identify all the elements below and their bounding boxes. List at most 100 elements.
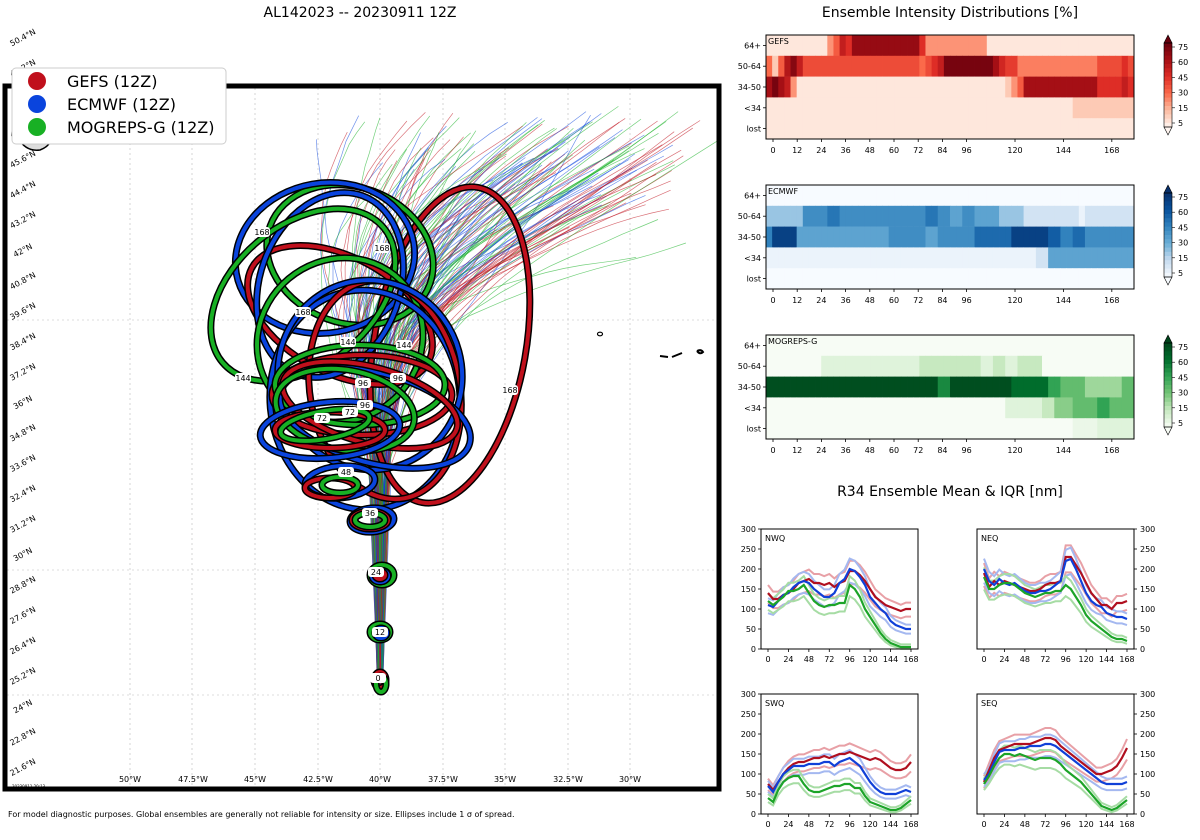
lat-tick-label: 24°N: [12, 698, 34, 715]
heatmap-cell: [864, 97, 871, 119]
heatmap-cell: [1029, 76, 1037, 98]
heatmap-cell: [1017, 55, 1024, 77]
heatmap-cell: [796, 55, 804, 77]
heatmap-cell: [766, 55, 773, 77]
heatmap-cell: [986, 118, 994, 140]
heatmap-cell: [808, 185, 816, 207]
heatmap-cell: [833, 185, 840, 207]
heatmap-cell: [815, 247, 822, 269]
heatmap-cell: [943, 226, 951, 248]
heatmap-cell: [1091, 205, 1098, 227]
heatmap-cell: [900, 55, 908, 77]
heatmap-cell: [937, 335, 945, 357]
lat-tick-label: 45.6°N: [8, 149, 37, 170]
colorbar-tick-label: 60: [1178, 358, 1188, 367]
heatmap-cell: [937, 118, 945, 140]
heatmap-cell: [956, 418, 963, 440]
heatmap-cell: [1121, 118, 1129, 140]
heatmap-cell: [956, 247, 963, 269]
heatmap-cell: [802, 55, 810, 77]
heatmap-cell: [858, 205, 865, 227]
heatmap-cell: [950, 55, 957, 77]
heatmap-cell: [1054, 97, 1061, 119]
heatmap-cell: [937, 55, 945, 77]
heatmap-cell: [907, 355, 914, 377]
heatmap-cell: [772, 205, 779, 227]
r34-iqr-lower-line: [983, 755, 1128, 792]
heatmap-cell: [766, 205, 773, 227]
heatmap-cell: [1072, 268, 1080, 290]
heatmap-cell: [1017, 35, 1024, 57]
lead-time-label: 24: [371, 568, 381, 577]
heatmap-cell: [1060, 55, 1067, 77]
r34-x-tick-label: 168: [1119, 655, 1134, 664]
heatmap-cell: [1097, 247, 1104, 269]
r34-x-tick-label: 120: [863, 820, 878, 829]
heatmap-cell: [888, 205, 896, 227]
colorbar-segment: [1164, 80, 1172, 86]
heatmap-cell: [784, 205, 791, 227]
colorbar-segment: [1164, 59, 1172, 65]
heatmap-cell: [943, 55, 951, 77]
heatmap-cell: [851, 268, 859, 290]
heatmap-cell: [894, 376, 902, 398]
r34-mean-line: [767, 750, 912, 792]
heatmap-cell: [851, 185, 859, 207]
heatmap-cell: [1072, 418, 1080, 440]
colorbar-segment: [1164, 201, 1172, 206]
r34-y-tick-label: 0: [751, 810, 756, 819]
heatmap-cell: [1109, 355, 1116, 377]
colorbar-segment: [1164, 260, 1172, 265]
intensity-x-tick-label: 12: [792, 296, 802, 305]
r34-y-tick-label: 100: [1140, 770, 1155, 779]
heatmap-cell: [962, 376, 969, 398]
heatmap-cell: [925, 355, 932, 377]
heatmap-cell: [1023, 376, 1031, 398]
heatmap-cell: [1072, 226, 1080, 248]
heatmap-cell: [858, 376, 865, 398]
heatmap-cell: [1054, 185, 1061, 207]
heatmap-cell: [986, 335, 994, 357]
lon-tick-label: 32.5°W: [553, 775, 583, 784]
r34-x-tick-label: 24: [783, 820, 793, 829]
heatmap-cell: [919, 335, 926, 357]
heatmap-cell: [1005, 118, 1012, 140]
r34-x-tick-label: 0: [765, 655, 770, 664]
heatmap-cell: [1103, 355, 1110, 377]
colorbar-segment: [1164, 85, 1172, 90]
colorbar-segment: [1164, 247, 1172, 253]
colorbar-segment: [1164, 343, 1172, 348]
heatmap-cell: [802, 355, 810, 377]
legend-marker: [28, 118, 46, 136]
heatmap-cell: [900, 335, 908, 357]
heatmap-cell: [802, 376, 810, 398]
heatmap-cell: [1029, 226, 1037, 248]
heatmap-cell: [943, 35, 951, 57]
intensity-x-tick-label: 48: [865, 146, 875, 155]
heatmap-cell: [950, 76, 957, 98]
heatmap-cell: [1127, 268, 1135, 290]
heatmap-cell: [1109, 397, 1116, 419]
heatmap-cell: [821, 205, 828, 227]
r34-x-tick-label: 144: [1099, 820, 1114, 829]
heatmap-cell: [1023, 226, 1031, 248]
r34-y-tick-label: 100: [741, 770, 756, 779]
heatmap-cell: [833, 268, 840, 290]
r34-y-tick-label: 200: [1140, 565, 1155, 574]
r34-x-tick-label: 24: [783, 655, 793, 664]
colorbar-tick-label: 15: [1178, 404, 1188, 413]
heatmap-cell: [1029, 376, 1037, 398]
heatmap-cell: [827, 355, 834, 377]
ensemble-track: [378, 121, 667, 686]
heatmap-cell: [784, 118, 791, 140]
lead-time-label: 96: [393, 374, 403, 383]
intensity-row-label: lost: [747, 275, 761, 284]
heatmap-cell: [876, 247, 883, 269]
heatmap-cell: [913, 118, 920, 140]
heatmap-cell: [1011, 185, 1018, 207]
heatmap-cell: [784, 268, 791, 290]
colorbar-segment: [1164, 76, 1172, 82]
heatmap-cell: [913, 335, 920, 357]
heatmap-cell: [1005, 355, 1012, 377]
colorbar-segment: [1164, 89, 1172, 94]
